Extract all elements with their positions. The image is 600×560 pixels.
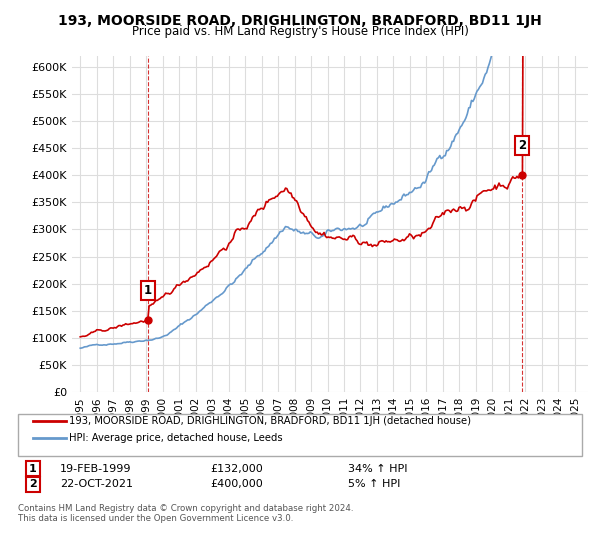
Text: 5% ↑ HPI: 5% ↑ HPI [348, 479, 400, 489]
Text: 34% ↑ HPI: 34% ↑ HPI [348, 464, 407, 474]
Text: 1: 1 [144, 284, 152, 297]
Text: 22-OCT-2021: 22-OCT-2021 [60, 479, 133, 489]
Text: 1: 1 [29, 464, 37, 474]
Text: 193, MOORSIDE ROAD, DRIGHLINGTON, BRADFORD, BD11 1JH: 193, MOORSIDE ROAD, DRIGHLINGTON, BRADFO… [58, 14, 542, 28]
Text: HPI: Average price, detached house, Leeds: HPI: Average price, detached house, Leed… [69, 433, 283, 443]
Text: Contains HM Land Registry data © Crown copyright and database right 2024.
This d: Contains HM Land Registry data © Crown c… [18, 504, 353, 524]
Text: 19-FEB-1999: 19-FEB-1999 [60, 464, 131, 474]
Text: £400,000: £400,000 [210, 479, 263, 489]
Text: £132,000: £132,000 [210, 464, 263, 474]
Text: 2: 2 [29, 479, 37, 489]
Text: 193, MOORSIDE ROAD, DRIGHLINGTON, BRADFORD, BD11 1JH (detached house): 193, MOORSIDE ROAD, DRIGHLINGTON, BRADFO… [69, 416, 471, 426]
Text: Price paid vs. HM Land Registry's House Price Index (HPI): Price paid vs. HM Land Registry's House … [131, 25, 469, 38]
Text: 2: 2 [518, 139, 526, 152]
